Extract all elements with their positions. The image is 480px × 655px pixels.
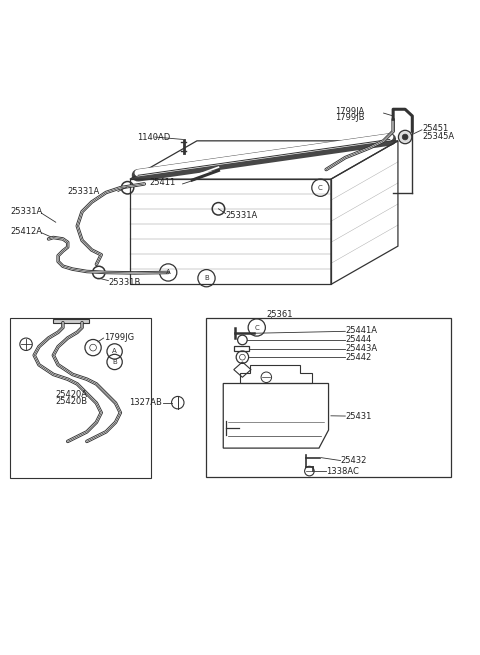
- Text: C: C: [318, 185, 323, 191]
- Text: 25442: 25442: [345, 352, 372, 362]
- Circle shape: [402, 134, 408, 140]
- Text: B: B: [204, 275, 209, 281]
- Text: 25451: 25451: [423, 124, 449, 133]
- Text: 1799JG: 1799JG: [104, 333, 134, 341]
- Text: 1799JB: 1799JB: [335, 113, 364, 122]
- Text: 1140AD: 1140AD: [138, 134, 171, 143]
- Text: 25331B: 25331B: [108, 278, 141, 286]
- Text: 25361: 25361: [266, 310, 293, 319]
- Text: 1338AC: 1338AC: [326, 466, 359, 476]
- Text: 25444: 25444: [345, 335, 372, 345]
- Text: 25420B: 25420B: [56, 397, 88, 405]
- Polygon shape: [53, 319, 89, 323]
- Text: 25411: 25411: [149, 178, 175, 187]
- Text: A: A: [112, 348, 117, 354]
- Text: 25412A: 25412A: [10, 227, 42, 236]
- Text: 25443A: 25443A: [345, 344, 377, 353]
- Text: B: B: [112, 359, 117, 365]
- Text: 25331A: 25331A: [226, 212, 258, 221]
- Text: A: A: [166, 269, 170, 276]
- Circle shape: [398, 130, 412, 143]
- Text: 25331A: 25331A: [10, 207, 43, 216]
- Text: 1799JA: 1799JA: [335, 107, 364, 116]
- Text: 25420A: 25420A: [56, 390, 88, 399]
- Text: C: C: [254, 324, 259, 331]
- Text: 25431: 25431: [345, 411, 372, 421]
- Text: 25432: 25432: [340, 456, 367, 465]
- Text: 25345A: 25345A: [423, 132, 455, 141]
- Bar: [234, 346, 249, 352]
- Text: 25441A: 25441A: [345, 326, 377, 335]
- Text: 25331A: 25331A: [68, 187, 100, 196]
- Text: 1327AB: 1327AB: [129, 398, 162, 407]
